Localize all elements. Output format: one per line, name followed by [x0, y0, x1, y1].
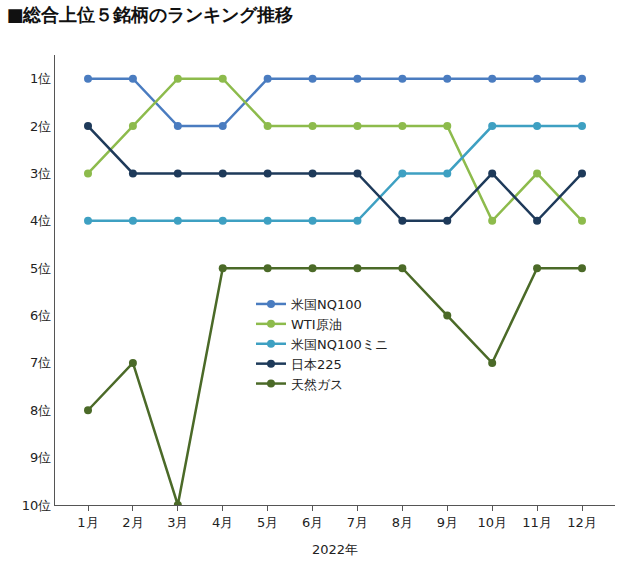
svg-text:2022年: 2022年: [312, 542, 358, 557]
svg-text:9月: 9月: [437, 515, 458, 530]
svg-text:2月: 2月: [122, 515, 143, 530]
svg-text:1位: 1位: [30, 71, 51, 86]
svg-text:4月: 4月: [212, 515, 233, 530]
svg-text:7位: 7位: [30, 355, 51, 370]
svg-text:6月: 6月: [302, 515, 323, 530]
svg-text:■総合上位５銘柄のランキング推移: ■総合上位５銘柄のランキング推移: [6, 4, 293, 25]
svg-text:12月: 12月: [567, 515, 597, 530]
svg-text:米国NQ100: 米国NQ100: [291, 297, 362, 312]
svg-text:2位: 2位: [30, 119, 51, 134]
svg-text:日本225: 日本225: [291, 357, 342, 372]
svg-text:9位: 9位: [30, 450, 51, 465]
svg-text:WTI原油: WTI原油: [291, 317, 342, 332]
svg-text:3位: 3位: [30, 166, 51, 181]
svg-text:6位: 6位: [30, 308, 51, 323]
svg-text:10月: 10月: [477, 515, 507, 530]
svg-text:米国NQ100ミニ: 米国NQ100ミニ: [291, 337, 388, 352]
svg-text:8月: 8月: [392, 515, 413, 530]
svg-text:1月: 1月: [77, 515, 98, 530]
svg-text:天然ガス: 天然ガス: [291, 377, 343, 392]
svg-text:8位: 8位: [30, 403, 51, 418]
svg-text:7月: 7月: [347, 515, 368, 530]
svg-text:11月: 11月: [522, 515, 552, 530]
svg-text:3月: 3月: [167, 515, 188, 530]
svg-text:4位: 4位: [30, 213, 51, 228]
svg-text:10位: 10位: [22, 498, 52, 513]
svg-text:5月: 5月: [257, 515, 278, 530]
svg-text:5位: 5位: [30, 261, 51, 276]
